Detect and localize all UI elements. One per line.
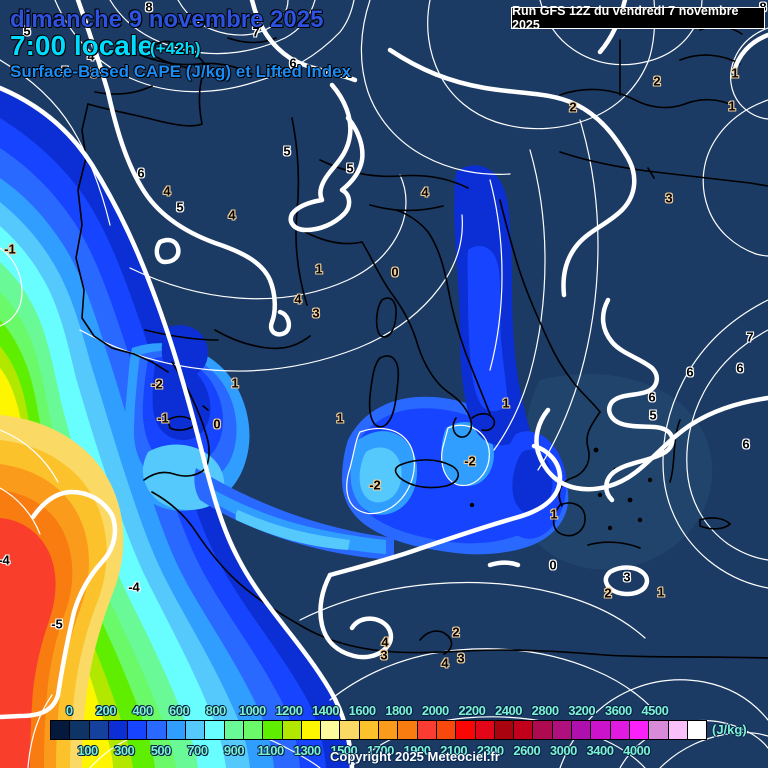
forecast-offset: (+42h) [150, 39, 201, 58]
map-contour-label: 7 [746, 329, 754, 345]
map-contour-label: 3 [457, 650, 465, 666]
map-contour-label: 5 [283, 143, 291, 159]
map-contour-label: -2 [464, 453, 476, 469]
map-contour-label: 3 [312, 305, 320, 321]
map-contour-label: 1 [336, 410, 344, 426]
map-contour-label: 3 [623, 569, 631, 585]
map-contour-label: 5 [346, 160, 354, 176]
map-contour-label: 4 [87, 48, 95, 64]
map-contour-label: 4 [294, 291, 302, 307]
map-contour-label: -4 [128, 579, 140, 595]
map-contour-label: 2 [653, 73, 661, 89]
map-contour-label: 3 [665, 190, 673, 206]
map-contour-label: 5 [61, 63, 69, 79]
map-contour-label: 5 [649, 407, 657, 423]
parameter-title: Surface-Based CAPE (J/kg) et Lifted Inde… [10, 62, 352, 81]
copyright-text: Copyright 2025 Meteociel.fr [330, 749, 500, 764]
map-contour-label: 1 [502, 395, 510, 411]
map-contour-label: -2 [151, 376, 163, 392]
map-contour-label: 6 [736, 360, 744, 376]
map-contour-label: 1 [315, 261, 323, 277]
run-info-box: Run GFS 12Z du vendredi 7 novembre 2025 [511, 4, 765, 32]
page-title-time: 7:00 locale [10, 30, 154, 61]
map-contour-label: 7 [252, 24, 260, 40]
map-contour-label: 6 [137, 165, 145, 181]
map-contour-label: 6 [289, 55, 297, 71]
map-contour-label: 6 [648, 389, 656, 405]
map-contour-label: 2 [569, 99, 577, 115]
map-contour-label: 6 [742, 436, 750, 452]
map-contour-label: 4 [163, 183, 171, 199]
map-contour-label: 5 [23, 23, 31, 39]
map-contour-label: 4 [421, 184, 429, 200]
map-contour-label: 3 [380, 647, 388, 663]
map-contour-label: 6 [686, 364, 694, 380]
map-contour-label: 1 [231, 375, 239, 391]
page-title-date: dimanche 9 novembre 2025 [10, 6, 324, 33]
map-contour-label: -1 [4, 241, 16, 257]
map-contour-label: -4 [0, 552, 10, 568]
map-contour-label: -1 [157, 410, 169, 426]
map-contour-label: 8 [145, 0, 153, 15]
map-contour-label: 4 [441, 655, 449, 671]
map-contour-label: -5 [51, 616, 63, 632]
map-contour-label: 4 [228, 207, 236, 223]
map-contour-label: 0 [213, 416, 221, 432]
map-contour-label: 0 [391, 264, 399, 280]
map-contour-label: 1 [550, 506, 558, 522]
map-contour-label: 5 [176, 199, 184, 215]
map-contour-label: 5 [90, 65, 98, 81]
map-contour-label: -2 [369, 477, 381, 493]
map-contour-label: 1 [728, 98, 736, 114]
map-contour-label: 2 [452, 624, 460, 640]
map-contour-label: 0 [549, 557, 557, 573]
map-contour-label: 1 [657, 584, 665, 600]
map-contour-label: 1 [731, 65, 739, 81]
map-contour-label: 2 [604, 585, 612, 601]
run-info-label: Run GFS 12Z du vendredi 7 novembre 2025 [512, 4, 739, 32]
map-contour-label: 4 [381, 634, 389, 650]
